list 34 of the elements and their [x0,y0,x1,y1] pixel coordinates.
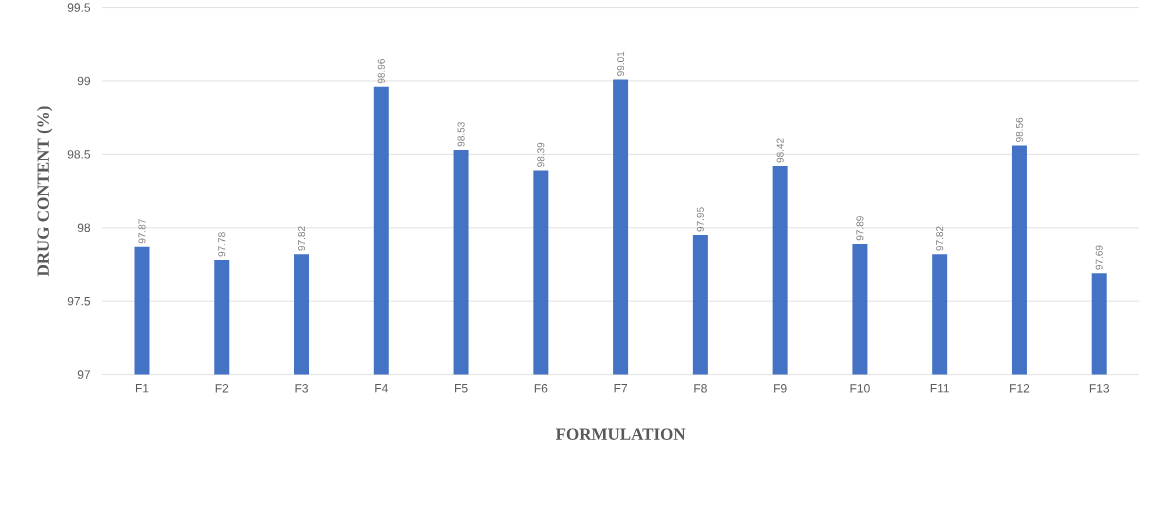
x-tick-label: F3 [295,384,309,393]
y-tick-label: 97.5 [67,296,91,306]
data-label: 97.82 [936,226,944,251]
y-axis-title: DRUG CONTENT (%) [36,106,53,277]
data-label: 99.01 [617,51,625,76]
x-tick-label: F6 [534,384,548,393]
x-tick-label: F7 [614,384,627,393]
data-label: 97.95 [696,207,704,232]
data-label: 97.69 [1095,245,1103,270]
y-tick-label: 98.5 [67,150,91,159]
x-tick-label: F11 [930,384,949,393]
y-tick-label: 97 [77,370,90,379]
x-tick-label: F12 [1010,384,1030,393]
data-label: 98.53 [457,122,465,147]
x-tick-label: F1 [135,384,149,393]
y-tick-label: 98 [77,223,91,232]
data-label: 97.82 [297,226,306,251]
data-label: 97.78 [218,232,226,257]
x-tick-label: F8 [694,384,707,393]
x-axis-title: FORMULATION [555,428,686,440]
x-tick-label: F4 [375,384,388,393]
y-tick-label: 99.5 [67,3,91,12]
x-tick-label: F9 [774,384,787,393]
data-label: 98.42 [776,138,784,163]
data-label: 98.39 [537,142,545,167]
y-tick-label: 99 [77,76,90,86]
data-label: 97.89 [856,216,864,241]
x-tick-label: F10 [850,384,870,393]
x-tick-label: F5 [455,384,468,393]
data-label: 97.87 [138,219,146,244]
data-label: 98.96 [377,59,385,84]
data-label: 98.56 [1015,117,1023,142]
x-tick-label: F2 [215,384,229,393]
x-tick-label: F13 [1089,384,1110,393]
